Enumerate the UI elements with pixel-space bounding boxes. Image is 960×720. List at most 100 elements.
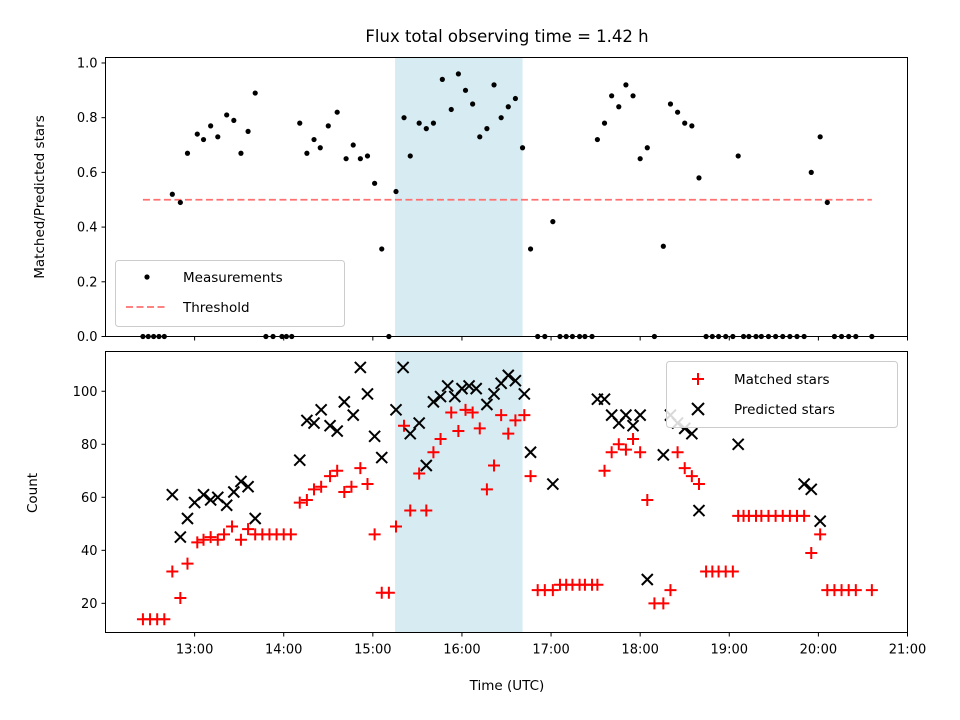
matched-star-point (390, 520, 403, 533)
legend-measurements-label: Measurements (183, 270, 283, 286)
measurement-point (609, 93, 615, 99)
legend-matched-label: Matched stars (734, 372, 830, 388)
measurement-point (735, 153, 741, 159)
measurement-point (462, 87, 469, 93)
measurement-point (252, 90, 258, 96)
measurement-point (200, 136, 207, 143)
predicted-star-point (731, 438, 745, 451)
predicted-star-point (347, 408, 360, 422)
measurement-point (184, 150, 191, 156)
measurement-point (194, 131, 200, 137)
bottom-shaded-span (395, 351, 523, 633)
measurement-point (350, 142, 356, 148)
predicted-star-point (692, 504, 706, 517)
matched-star-point (331, 464, 344, 477)
matched-star-point (518, 409, 531, 422)
measurement-point (637, 156, 643, 162)
top-y-tick-label: 0.8 (77, 111, 98, 126)
top-panel: 0.0 0.2 0.4 0.6 0.8 1.0 Matched/Predicted sta… (32, 56, 908, 345)
predicted-star-point (441, 379, 454, 393)
matched-star-point (805, 546, 818, 559)
bottom-x-tick-label: 18:00 (621, 643, 658, 658)
matched-star-point (445, 406, 458, 419)
measurement-point (616, 104, 622, 110)
chart-title: Flux total observing time = 1.42 h (365, 27, 648, 46)
matched-star-point (641, 493, 654, 506)
bottom-y-axis-label: Count (25, 473, 41, 513)
predicted-star-point (174, 530, 187, 544)
bottom-panel: 20 40 60 80 100 13:00 14:00 15:00 16:00 17:00 18:… (25, 351, 926, 694)
bottom-y-tick-label: 40 (81, 544, 98, 559)
predicted-star-point (805, 483, 818, 496)
matched-star-point (605, 446, 618, 459)
predicted-star-point (197, 488, 210, 501)
bottom-legend-box (666, 361, 898, 428)
predicted-star-point (396, 361, 410, 374)
measurement-point (343, 156, 349, 162)
top-y-tick-label: 0.2 (77, 275, 98, 290)
matched-stars-points (136, 403, 878, 626)
predicted-star-point (797, 477, 811, 491)
measurement-point (696, 175, 702, 181)
matched-star-point (612, 438, 625, 451)
measurement-point (550, 219, 556, 225)
top-y-tick-label: 0.4 (77, 221, 98, 236)
x-axis-label: Time (UTC) (469, 678, 545, 694)
bottom-x-tick-label: 21:00 (889, 643, 926, 658)
predicted-star-point (293, 453, 306, 467)
matched-star-point (181, 557, 194, 570)
measurement-point (231, 117, 237, 124)
predicted-star-point (330, 424, 344, 438)
matched-star-point (434, 432, 447, 445)
measurement-point (623, 82, 629, 88)
measurement-point (601, 120, 608, 126)
predicted-star-point (813, 514, 827, 528)
measurement-point (311, 136, 317, 143)
matched-star-point (420, 504, 433, 517)
bottom-y-tick-label: 80 (81, 438, 98, 453)
matched-star-point (174, 592, 187, 605)
matched-star-point (345, 480, 358, 493)
measurement-point (682, 120, 688, 126)
matched-star-point (324, 470, 337, 483)
predicted-stars-points (166, 361, 827, 586)
predicted-star-point (166, 488, 179, 501)
matched-star-point (495, 409, 508, 422)
predicted-star-point (307, 416, 321, 430)
top-y-tick-label: 1.0 (77, 56, 98, 71)
matched-star-point (204, 531, 217, 544)
bottom-x-tick-label: 17:00 (532, 643, 569, 658)
measurement-point (364, 153, 371, 159)
matched-star-point (315, 480, 328, 493)
measurement-point (416, 120, 422, 126)
bottom-y-tick-label: 20 (81, 597, 98, 612)
predicted-star-point (455, 382, 469, 395)
matched-star-point (158, 613, 171, 626)
predicted-star-point (368, 430, 381, 443)
matched-star-point (671, 446, 684, 459)
measurement-point (379, 246, 385, 252)
measurement-point (357, 156, 363, 162)
predicted-star-point (502, 369, 515, 382)
measurement-point (169, 191, 175, 197)
matched-star-point (338, 486, 351, 498)
measurement-point (304, 150, 310, 156)
predicted-star-point (633, 408, 647, 422)
top-y-ticks: 0.0 0.2 0.4 0.6 0.8 1.0 (77, 56, 106, 345)
predicted-star-point (420, 459, 433, 472)
top-shaded-span (395, 57, 523, 337)
predicted-star-point (427, 395, 440, 409)
matched-star-point (368, 528, 381, 541)
matched-star-point (427, 446, 440, 459)
matched-star-point (459, 403, 472, 416)
predicted-star-point (657, 448, 670, 462)
measurement-point (401, 115, 407, 121)
measurement-point (824, 199, 830, 206)
measurement-point (430, 120, 437, 126)
measurement-point (423, 126, 429, 132)
matched-star-point (293, 496, 306, 509)
matched-star-point (404, 504, 417, 517)
measurement-point (297, 120, 303, 126)
matched-star-point (685, 470, 698, 483)
predicted-star-point (626, 419, 640, 432)
